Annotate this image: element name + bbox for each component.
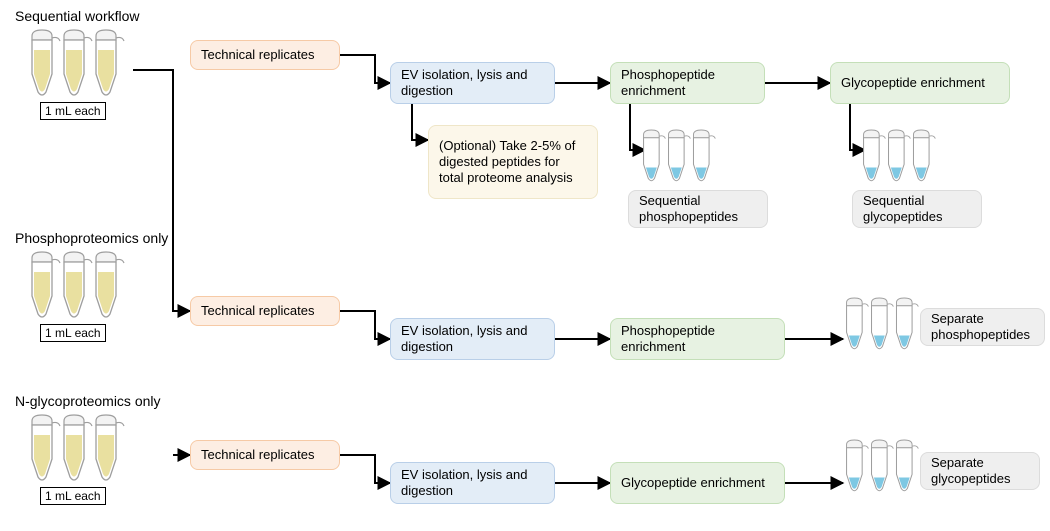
phospho-enrich-2: Phosphopeptide enrichment — [610, 318, 785, 360]
arrow — [340, 311, 390, 339]
seq-glyco-label-label: Sequential glycopeptides — [863, 193, 971, 226]
arrow — [340, 455, 390, 483]
ev-2: EV isolation, lysis and digestion — [390, 318, 555, 360]
glyco-enrich-3: Glycopeptide enrichment — [610, 462, 785, 504]
sep-phospho-label-label: Separate phosphopeptides — [931, 311, 1034, 344]
phospho-enrich-1-label: Phosphopeptide enrichment — [621, 67, 754, 100]
ml-nglyco: 1 mL each — [40, 487, 106, 505]
optional-note-label: (Optional) Take 2-5% of digested peptide… — [439, 138, 587, 187]
tube-group — [847, 440, 919, 491]
ml-phospho: 1 mL each — [40, 324, 106, 342]
tech-rep-1: Technical replicates — [190, 40, 340, 70]
arrow — [412, 104, 428, 140]
tech-rep-1-label: Technical replicates — [201, 47, 314, 63]
glyco-enrich-1: Glycopeptide enrichment — [830, 62, 1010, 104]
glyco-enrich-3-label: Glycopeptide enrichment — [621, 475, 765, 491]
glyco-enrich-1-label: Glycopeptide enrichment — [841, 75, 985, 91]
diagram-stage: Sequential workflow Phosphoproteomics onl… — [0, 0, 1050, 531]
phospho-enrich-2-label: Phosphopeptide enrichment — [621, 323, 774, 356]
tube-group — [32, 30, 124, 95]
arrow — [850, 104, 865, 150]
tube-group — [864, 130, 936, 181]
tech-rep-3: Technical replicates — [190, 440, 340, 470]
seq-phospho-label: Sequential phosphopeptides — [628, 190, 768, 228]
tube-group — [847, 298, 919, 349]
tube-group — [644, 130, 716, 181]
heading-phospho: Phosphoproteomics only — [15, 230, 168, 246]
sep-phospho-label: Separate phosphopeptides — [920, 308, 1045, 346]
arrow — [630, 104, 645, 150]
ml-sequential: 1 mL each — [40, 102, 106, 120]
phospho-enrich-1: Phosphopeptide enrichment — [610, 62, 765, 104]
arrow — [340, 55, 390, 83]
ev-1-label: EV isolation, lysis and digestion — [401, 67, 544, 100]
ev-3: EV isolation, lysis and digestion — [390, 462, 555, 504]
heading-sequential: Sequential workflow — [15, 8, 140, 24]
tech-rep-2: Technical replicates — [190, 296, 340, 326]
ev-3-label: EV isolation, lysis and digestion — [401, 467, 544, 500]
tube-group — [32, 252, 124, 317]
ev-2-label: EV isolation, lysis and digestion — [401, 323, 544, 356]
tech-rep-3-label: Technical replicates — [201, 447, 314, 463]
seq-phospho-label-label: Sequential phosphopeptides — [639, 193, 757, 226]
seq-glyco-label: Sequential glycopeptides — [852, 190, 982, 228]
optional-note: (Optional) Take 2-5% of digested peptide… — [428, 125, 598, 199]
tube-group — [32, 415, 124, 480]
heading-nglyco: N-glycoproteomics only — [15, 393, 161, 409]
arrow — [133, 70, 190, 311]
tech-rep-2-label: Technical replicates — [201, 303, 314, 319]
ev-1: EV isolation, lysis and digestion — [390, 62, 555, 104]
sep-glyco-label: Separate glycopeptides — [920, 452, 1040, 490]
sep-glyco-label-label: Separate glycopeptides — [931, 455, 1029, 488]
